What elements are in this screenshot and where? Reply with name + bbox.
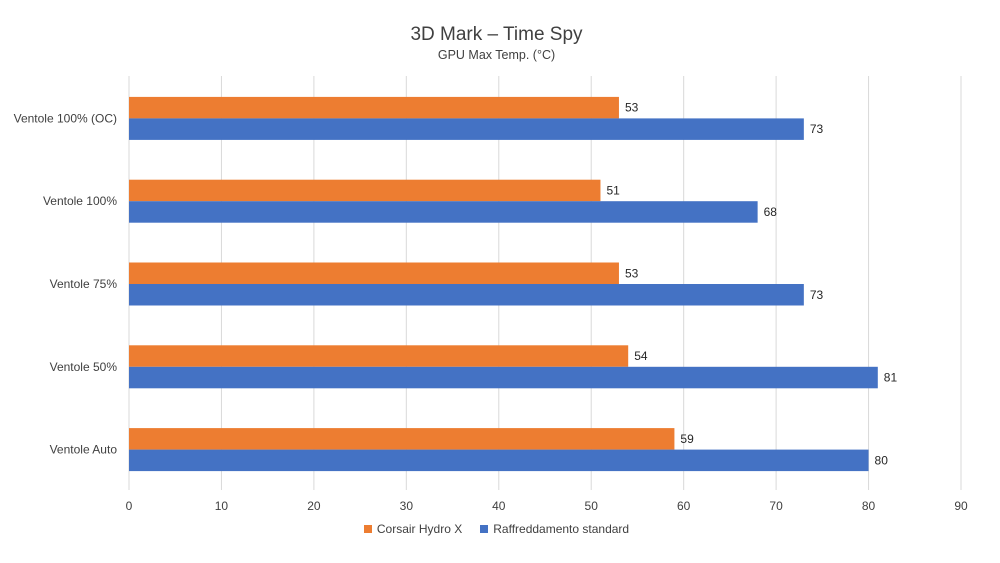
bar-standard bbox=[129, 201, 758, 223]
data-label: 53 bbox=[625, 266, 639, 280]
legend-item-corsair: Corsair Hydro X bbox=[363, 522, 463, 536]
x-tick-label: 70 bbox=[769, 499, 783, 513]
category-label: Ventole 100% bbox=[43, 194, 117, 208]
bar-standard bbox=[129, 118, 804, 140]
bar-corsair bbox=[129, 96, 619, 119]
category-label: Ventole Auto bbox=[50, 443, 118, 457]
x-tick-label: 30 bbox=[400, 499, 414, 513]
bar-corsair bbox=[129, 262, 619, 284]
legend-item-standard: Raffreddamento standard bbox=[480, 522, 629, 536]
x-tick-label: 0 bbox=[126, 499, 133, 513]
data-label: 54 bbox=[634, 349, 648, 363]
category-label: Ventole 75% bbox=[50, 277, 118, 291]
data-label: 59 bbox=[680, 432, 694, 446]
data-label: 51 bbox=[606, 183, 620, 197]
category-label: Ventole 100% (OC) bbox=[14, 111, 117, 125]
x-tick-label: 10 bbox=[215, 499, 229, 513]
x-tick-label: 60 bbox=[677, 499, 691, 513]
x-tick-label: 20 bbox=[307, 499, 321, 513]
bar-standard bbox=[129, 366, 878, 389]
x-tick-label: 80 bbox=[862, 499, 876, 513]
legend-label-corsair: Corsair Hydro X bbox=[376, 522, 463, 536]
x-tick-label: 50 bbox=[585, 499, 599, 513]
legend-label-standard: Raffreddamento standard bbox=[493, 522, 630, 536]
x-tick-label: 90 bbox=[954, 499, 968, 513]
data-label: 73 bbox=[810, 122, 824, 136]
bar-corsair bbox=[129, 428, 675, 450]
legend: Corsair Hydro X Raffreddamento standard bbox=[0, 522, 993, 536]
category-label: Ventole 50% bbox=[50, 360, 118, 374]
legend-swatch-corsair bbox=[363, 525, 372, 533]
data-label: 73 bbox=[810, 288, 824, 302]
bar-corsair bbox=[129, 179, 601, 202]
x-tick-label: 40 bbox=[492, 499, 506, 513]
chart-subtitle: GPU Max Temp. (°C) bbox=[437, 48, 556, 62]
bar-corsair bbox=[129, 345, 629, 367]
chart-title: 3D Mark – Time Spy bbox=[410, 24, 583, 45]
data-label: 68 bbox=[764, 205, 778, 219]
bar-standard bbox=[129, 449, 869, 472]
data-label: 81 bbox=[884, 371, 898, 385]
legend-swatch-standard bbox=[480, 525, 489, 533]
bar-standard bbox=[129, 284, 804, 306]
data-label: 53 bbox=[625, 101, 639, 115]
data-label: 80 bbox=[875, 453, 889, 467]
